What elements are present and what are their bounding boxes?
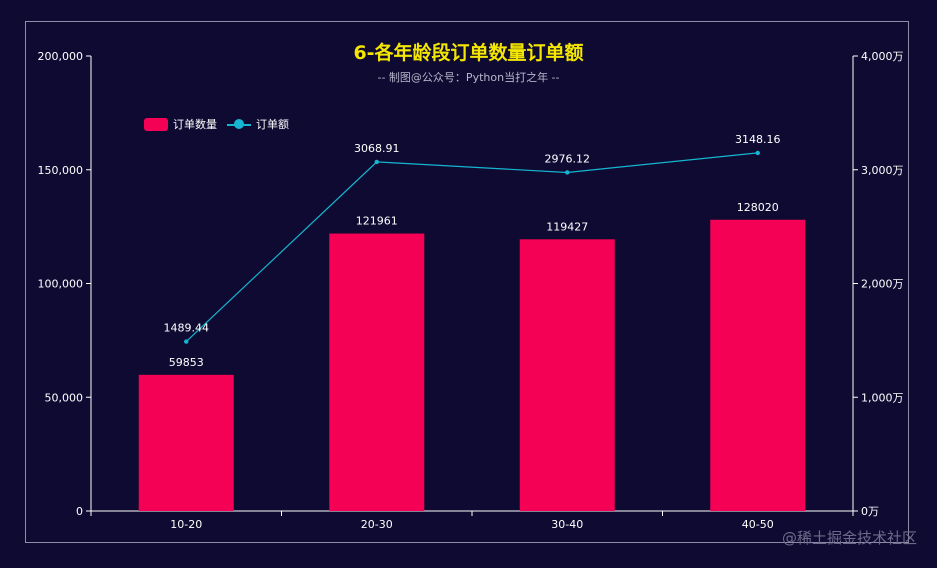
line-data-label: 3068.91 — [354, 142, 400, 155]
chart-legend: 订单数量 订单额 — [144, 116, 289, 132]
line-data-label: 3148.16 — [735, 133, 781, 146]
bar-data-label: 128020 — [737, 201, 779, 214]
y-left-tick-label: 50,000 — [45, 391, 84, 404]
line-point-10-20 — [184, 339, 189, 344]
y-right-tick-label: 0万 — [861, 505, 879, 518]
bar-30-40 — [519, 239, 615, 511]
line-point-40-50 — [755, 150, 760, 156]
y-right-tick-label: 1,000万 — [861, 391, 904, 404]
x-tick-label: 10-20 — [170, 518, 202, 531]
bar-data-label: 59853 — [169, 356, 204, 369]
order-amount-line — [185, 152, 758, 343]
x-tick-label: 40-50 — [742, 518, 774, 531]
y-left-tick-label: 0 — [76, 505, 83, 518]
x-tick-label: 20-30 — [361, 518, 393, 531]
line-point-20-30 — [374, 159, 379, 165]
y-right-tick-label: 3,000万 — [861, 164, 904, 177]
bar-data-label: 119427 — [546, 220, 588, 233]
legend-item-order-count[interactable]: 订单数量 — [144, 116, 217, 132]
bar-40-50 — [710, 219, 806, 511]
x-tick-label: 30-40 — [551, 518, 583, 531]
watermark: @稀土掘金技术社区 — [781, 529, 917, 547]
legend-label-order-amount: 订单额 — [256, 118, 289, 131]
legend-item-order-amount[interactable]: 订单额 — [227, 116, 289, 132]
y-left-tick-label: 150,000 — [38, 164, 84, 177]
y-left-tick-label: 200,000 — [38, 50, 84, 63]
legend-line-swatch — [227, 118, 251, 131]
y-right-tick-label: 2,000万 — [861, 278, 904, 291]
line-data-label: 2976.12 — [545, 152, 591, 165]
chart-frame — [25, 21, 909, 543]
line-data-label: 1489.44 — [164, 322, 210, 335]
bar-data-label: 121961 — [356, 215, 398, 228]
chart-subtitle: -- 制图@公众号：Python当打之年 -- — [377, 71, 560, 84]
legend-label-order-count: 订单数量 — [173, 118, 217, 131]
bar-20-30 — [329, 233, 425, 511]
line-point-30-40 — [565, 170, 570, 175]
chart-title: 6-各年龄段订单数量订单额 — [353, 42, 584, 64]
y-right-tick-label: 4,000万 — [861, 50, 904, 63]
y-left-tick-label: 100,000 — [38, 278, 84, 291]
bar-10-20 — [138, 374, 234, 511]
legend-bar-swatch — [144, 117, 168, 131]
